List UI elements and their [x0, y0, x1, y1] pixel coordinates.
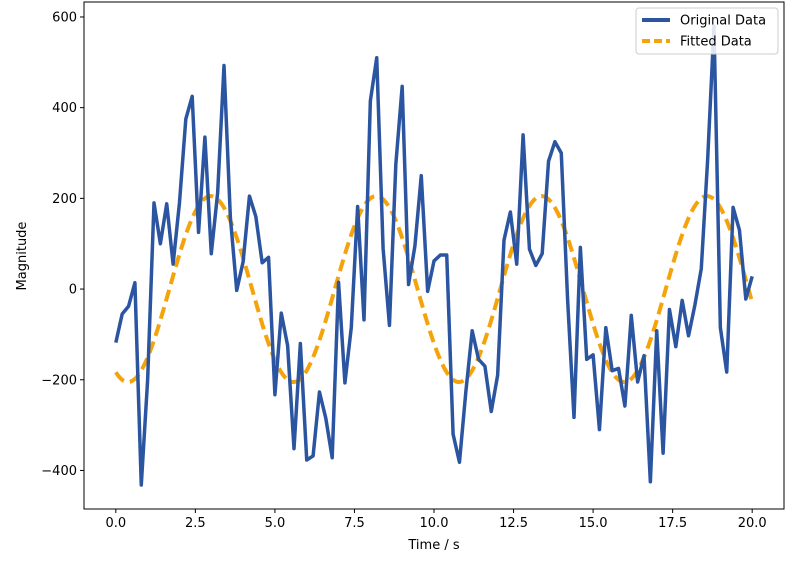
original-data-line — [114, 24, 754, 487]
x-tick-label: 7.5 — [344, 516, 365, 531]
y-axis-label: Magnitude — [15, 222, 30, 291]
y-tick-label: 0 — [69, 283, 77, 298]
x-tick-label: 12.5 — [499, 516, 528, 531]
fitted-data-line — [114, 194, 755, 385]
legend-fitted-data-label: Fitted Data — [680, 35, 752, 50]
x-tick-label: 0.0 — [105, 516, 126, 531]
y-tick-label: 600 — [52, 10, 77, 25]
x-tick-label: 10.0 — [420, 516, 449, 531]
x-tick-label: 15.0 — [579, 516, 608, 531]
y-tick-label: 200 — [52, 192, 77, 207]
legend-box — [635, 7, 779, 55]
x-tick-label: 20.0 — [738, 516, 767, 531]
y-tick-label: −200 — [41, 373, 77, 388]
x-axis-label: Time / s — [407, 538, 459, 553]
x-tick-label: 2.5 — [185, 516, 206, 531]
y-tick-label: −400 — [41, 464, 77, 479]
plot-area — [83, 1, 785, 510]
legend: Original Data Fitted Data — [635, 7, 779, 55]
x-tick-label: 5.0 — [265, 516, 286, 531]
x-tick-label: 17.5 — [658, 516, 687, 531]
y-tick-label: 400 — [52, 101, 77, 116]
legend-original-data-label: Original Data — [680, 14, 766, 29]
